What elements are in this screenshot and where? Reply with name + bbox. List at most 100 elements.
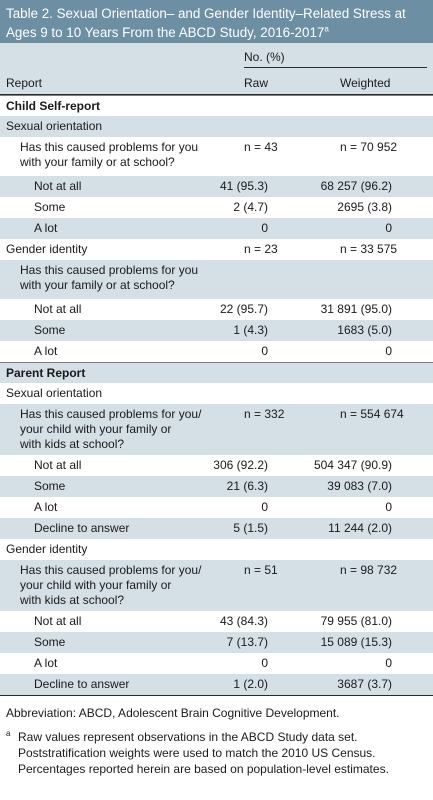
row-label: Gender identity	[6, 242, 88, 256]
cell-weighted: 11 244 (2.0)	[328, 521, 392, 535]
table-row: Parent Report	[0, 362, 433, 383]
cell-weighted: 15 089 (15.3)	[320, 635, 392, 649]
footnote-a: a Raw values represent observations in th…	[6, 729, 427, 777]
cell-raw: 21 (6.3)	[226, 479, 268, 493]
table-row: Has this caused problems for you/ your c…	[0, 560, 433, 611]
table-row: Not at all 306 (92.2) 504 347 (90.9)	[0, 455, 433, 476]
table-row: Gender identity	[0, 539, 433, 560]
cell-raw: 22 (95.7)	[219, 302, 268, 316]
table-row: Decline to answer 1 (2.0) 3687 (3.7)	[0, 674, 433, 695]
row-label: Decline to answer	[34, 677, 130, 691]
table-row: A lot 0 0	[0, 497, 433, 518]
table-row: Has this caused problems for you with yo…	[0, 260, 433, 299]
cell-raw: n = 23	[244, 242, 278, 256]
row-label: Decline to answer	[34, 521, 130, 535]
table-bottom-rule	[0, 695, 433, 696]
cell-raw: 41 (95.3)	[219, 179, 268, 193]
footnote-marker: a	[6, 729, 11, 738]
table-row: Some 21 (6.3) 39 083 (7.0)	[0, 476, 433, 497]
row-label: Parent Report	[6, 366, 86, 380]
table-row: Has this caused problems for you/ your c…	[0, 404, 433, 455]
table-title: Table 2. Sexual Orientation– and Gender …	[0, 0, 433, 43]
table-row: Not at all 41 (95.3) 68 257 (96.2)	[0, 176, 433, 197]
cell-weighted: 1683 (5.0)	[337, 323, 392, 337]
cell-weighted: n = 554 674	[340, 407, 404, 421]
row-label: Has this caused problems for you/ your c…	[20, 563, 202, 607]
header-raw: Raw	[244, 76, 269, 90]
cell-raw: 5 (1.5)	[233, 521, 268, 535]
cell-weighted: 79 955 (81.0)	[320, 614, 392, 628]
cell-weighted: n = 33 575	[340, 242, 398, 256]
cell-raw: 0	[261, 656, 268, 670]
cell-raw: 306 (92.2)	[213, 458, 268, 472]
table-header: No. (%) Report Raw Weighted	[0, 43, 433, 95]
cell-weighted: 0	[385, 656, 392, 670]
cell-weighted: 0	[385, 500, 392, 514]
cell-raw: n = 43	[244, 140, 278, 154]
table-row: Gender identity n = 23 n = 33 575	[0, 239, 433, 260]
row-label: Has this caused problems for you with yo…	[20, 263, 199, 292]
cell-raw: 2 (4.7)	[233, 200, 268, 214]
row-label: Child Self-report	[6, 99, 101, 113]
row-label: Some	[34, 479, 66, 493]
cell-raw: 1 (2.0)	[233, 677, 268, 691]
row-label: Has this caused problems for you with yo…	[20, 140, 199, 169]
cell-weighted: 504 347 (90.9)	[313, 458, 392, 472]
cell-weighted: 0	[385, 344, 392, 358]
row-label: Not at all	[34, 302, 82, 316]
cell-raw: 0	[261, 500, 268, 514]
table-row: Sexual orientation	[0, 116, 433, 137]
table-row: A lot 0 0	[0, 218, 433, 239]
row-label: Not at all	[34, 458, 82, 472]
table-row: A lot 0 0	[0, 653, 433, 674]
header-weighted: Weighted	[340, 76, 391, 90]
cell-weighted: 0	[385, 221, 392, 235]
table-footnotes: Abbreviation: ABCD, Adolescent Brain Cog…	[0, 705, 433, 777]
cell-raw: 1 (4.3)	[233, 323, 268, 337]
row-label: A lot	[34, 344, 58, 358]
table-row: A lot 0 0	[0, 341, 433, 362]
row-label: Sexual orientation	[6, 119, 103, 133]
row-label: Some	[34, 635, 66, 649]
cell-raw: n = 332	[244, 407, 285, 421]
row-label: Gender identity	[6, 542, 88, 556]
cell-raw: 0	[261, 344, 268, 358]
cell-weighted: n = 98 732	[340, 563, 398, 577]
cell-weighted: n = 70 952	[340, 140, 398, 154]
cell-weighted: 31 891 (95.0)	[320, 302, 392, 316]
table-row: Child Self-report	[0, 95, 433, 116]
cell-raw: 43 (84.3)	[219, 614, 268, 628]
table-title-text: Table 2. Sexual Orientation– and Gender …	[6, 6, 406, 40]
header-no-pct: No. (%)	[244, 50, 285, 64]
table-row: Not at all 43 (84.3) 79 955 (81.0)	[0, 611, 433, 632]
abbreviation-note: Abbreviation: ABCD, Adolescent Brain Cog…	[6, 706, 340, 720]
table-row: Has this caused problems for you with yo…	[0, 137, 433, 176]
row-label: A lot	[34, 656, 58, 670]
table-row: Decline to answer 5 (1.5) 11 244 (2.0)	[0, 518, 433, 539]
row-label: A lot	[34, 500, 58, 514]
cell-weighted: 68 257 (96.2)	[320, 179, 392, 193]
cell-raw: 7 (13.7)	[226, 635, 268, 649]
cell-raw: n = 51	[244, 563, 278, 577]
row-label: Not at all	[34, 614, 82, 628]
footnote-text: Raw values represent observations in the…	[18, 730, 389, 776]
cell-weighted: 2695 (3.8)	[337, 200, 392, 214]
table-row: Some 7 (13.7) 15 089 (15.3)	[0, 632, 433, 653]
header-report: Report	[6, 76, 43, 90]
row-label: Not at all	[34, 179, 82, 193]
row-label: A lot	[34, 221, 58, 235]
table-row: Not at all 22 (95.7) 31 891 (95.0)	[0, 299, 433, 320]
cell-raw: 0	[261, 221, 268, 235]
table-row: Some 1 (4.3) 1683 (5.0)	[0, 320, 433, 341]
cell-weighted: 39 083 (7.0)	[327, 479, 392, 493]
row-label: Some	[34, 323, 66, 337]
row-label: Sexual orientation	[6, 386, 103, 400]
cell-weighted: 3687 (3.7)	[337, 677, 392, 691]
row-label: Has this caused problems for you/ your c…	[20, 407, 202, 451]
table-row: Sexual orientation	[0, 383, 433, 404]
row-label: Some	[34, 200, 66, 214]
table-body: Child Self-report Sexual orientation Has t…	[0, 95, 433, 695]
title-footnote-marker: a	[324, 24, 329, 34]
table-row: Some 2 (4.7) 2695 (3.8)	[0, 197, 433, 218]
header-rule	[244, 67, 427, 68]
